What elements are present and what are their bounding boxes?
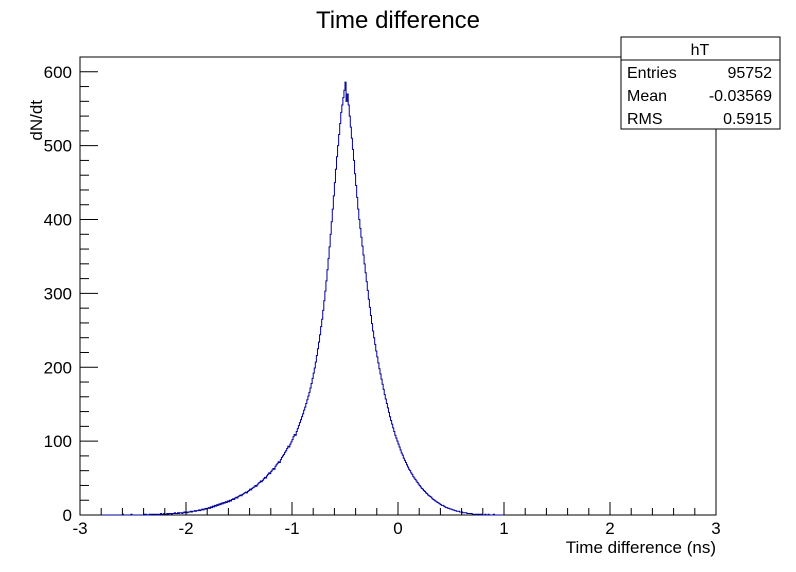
y-tick-label: 0 bbox=[63, 506, 72, 525]
y-axis: 0 100 200 300 400 500 600 bbox=[44, 56, 98, 525]
histogram-line bbox=[101, 81, 504, 516]
stats-box-frame bbox=[620, 36, 781, 130]
stats-rms-label: RMS bbox=[627, 111, 663, 128]
y-tick-label: 100 bbox=[44, 432, 72, 451]
y-tick-label: 500 bbox=[44, 137, 72, 156]
x-tick-label: 0 bbox=[393, 519, 402, 538]
x-tick-label: 3 bbox=[711, 519, 720, 538]
x-tick-label: 2 bbox=[605, 519, 614, 538]
x-tick-label: -1 bbox=[284, 519, 299, 538]
y-axis-label: dN/dt bbox=[27, 100, 46, 141]
stats-box: hT Entries 95752 Mean -0.03569 RMS 0.591… bbox=[620, 36, 781, 130]
stats-box-title: hT bbox=[691, 42, 710, 59]
stats-rms-value: 0.5915 bbox=[723, 111, 772, 128]
chart-title: Time difference bbox=[316, 7, 480, 34]
stats-mean-value: -0.03569 bbox=[709, 88, 772, 105]
y-tick-label: 200 bbox=[44, 358, 72, 377]
x-axis-label: Time difference (ns) bbox=[566, 538, 716, 557]
y-tick-label: 400 bbox=[44, 211, 72, 230]
y-tick-label: 600 bbox=[44, 63, 72, 82]
histogram-series bbox=[101, 81, 504, 516]
y-tick-label: 300 bbox=[44, 284, 72, 303]
stats-entries-label: Entries bbox=[627, 65, 677, 82]
x-axis: -3 -2 -1 0 1 2 3 bbox=[72, 502, 721, 538]
x-tick-label: -3 bbox=[72, 519, 87, 538]
stats-entries-value: 95752 bbox=[728, 65, 773, 82]
x-tick-label: 1 bbox=[499, 519, 508, 538]
x-tick-label: -2 bbox=[178, 519, 193, 538]
stats-mean-label: Mean bbox=[627, 88, 667, 105]
